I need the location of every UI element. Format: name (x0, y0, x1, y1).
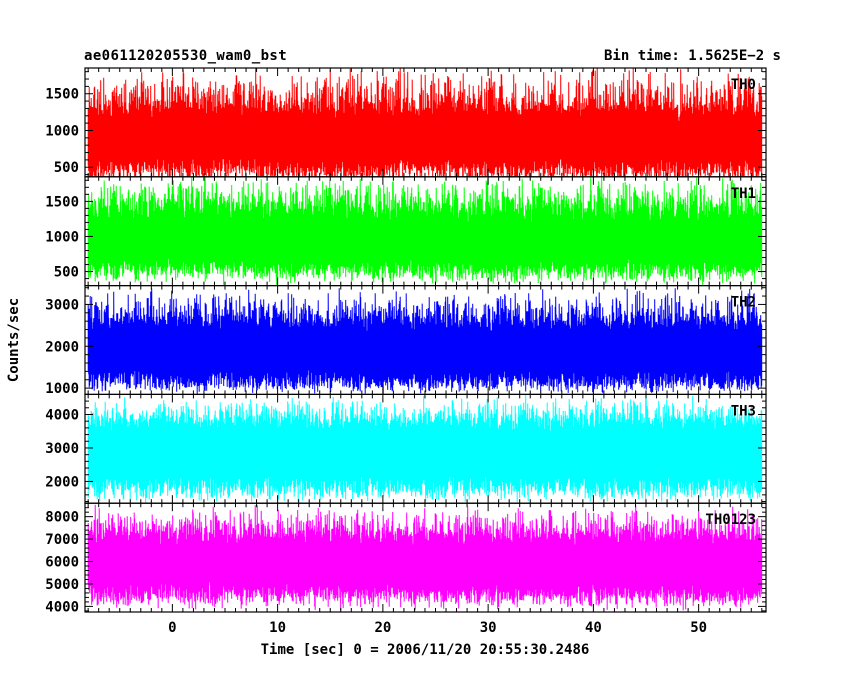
x-tick-label: 20 (374, 620, 391, 636)
y-tick-label: 2000 (45, 339, 79, 355)
series-line-th0123 (87, 504, 763, 611)
x-tick-label: 0 (168, 620, 176, 636)
y-tick-label: 1000 (45, 229, 79, 245)
y-tick-label: 1000 (45, 123, 79, 139)
y-tick-label: 1500 (45, 194, 79, 210)
y-tick-label: 3000 (45, 297, 79, 313)
x-tick-label: 10 (269, 620, 286, 636)
x-tick-labels: 0 10 20 30 40 50 (168, 620, 707, 636)
series-line-th3 (87, 394, 763, 503)
series-line-th1 (87, 176, 763, 286)
y-tick-label: 1000 (45, 381, 79, 397)
panel-th3: 2000 3000 4000 TH3 (45, 393, 767, 504)
panel-name-label: TH2 (731, 295, 756, 311)
x-tick-label: 40 (585, 620, 602, 636)
panel-name-label: TH0123 (705, 512, 756, 528)
bin-time-label: Bin time: 1.5625E−2 s (604, 48, 781, 64)
y-tick-label: 7000 (45, 532, 79, 548)
panel-name-label: TH3 (731, 403, 756, 419)
y-axis-label: Counts/sec (6, 298, 22, 382)
panel-frame (84, 502, 767, 613)
y-tick-label: 2000 (45, 474, 79, 490)
x-tick-label: 50 (690, 620, 707, 636)
panel-th0123: 4000 5000 6000 7000 8000 TH0123 (45, 502, 767, 615)
chart-title: ae061120205530_wam0_bst (84, 48, 287, 64)
panel-name-label: TH1 (731, 186, 756, 202)
y-tick-label: 3000 (45, 441, 79, 457)
panel-name-label: TH0 (731, 77, 756, 93)
y-tick-label: 500 (54, 265, 79, 281)
panel-th1: 500 1000 1500 TH1 (45, 176, 767, 287)
panel-th2: 1000 2000 3000 TH2 (45, 285, 767, 397)
x-tick-label: 30 (480, 620, 497, 636)
y-tick-label: 4000 (45, 407, 79, 423)
series-line-th0 (87, 68, 763, 177)
y-tick-label: 500 (54, 160, 79, 176)
y-tick-label: 8000 (45, 510, 79, 526)
y-tick-label: 1500 (45, 87, 79, 103)
y-tick-label: 5000 (45, 577, 79, 593)
series-line-th2 (87, 288, 763, 394)
y-tick-label: 4000 (45, 599, 79, 615)
x-axis-label: Time [sec] 0 = 2006/11/20 20:55:30.2486 (261, 642, 590, 658)
y-tick-label: 6000 (45, 555, 79, 571)
panel-th0: 500 1000 1500 TH0 (45, 67, 767, 178)
panels-group: 500 1000 1500 TH0 500 1000 1500 TH1 1000 2000 3000… (45, 67, 767, 615)
